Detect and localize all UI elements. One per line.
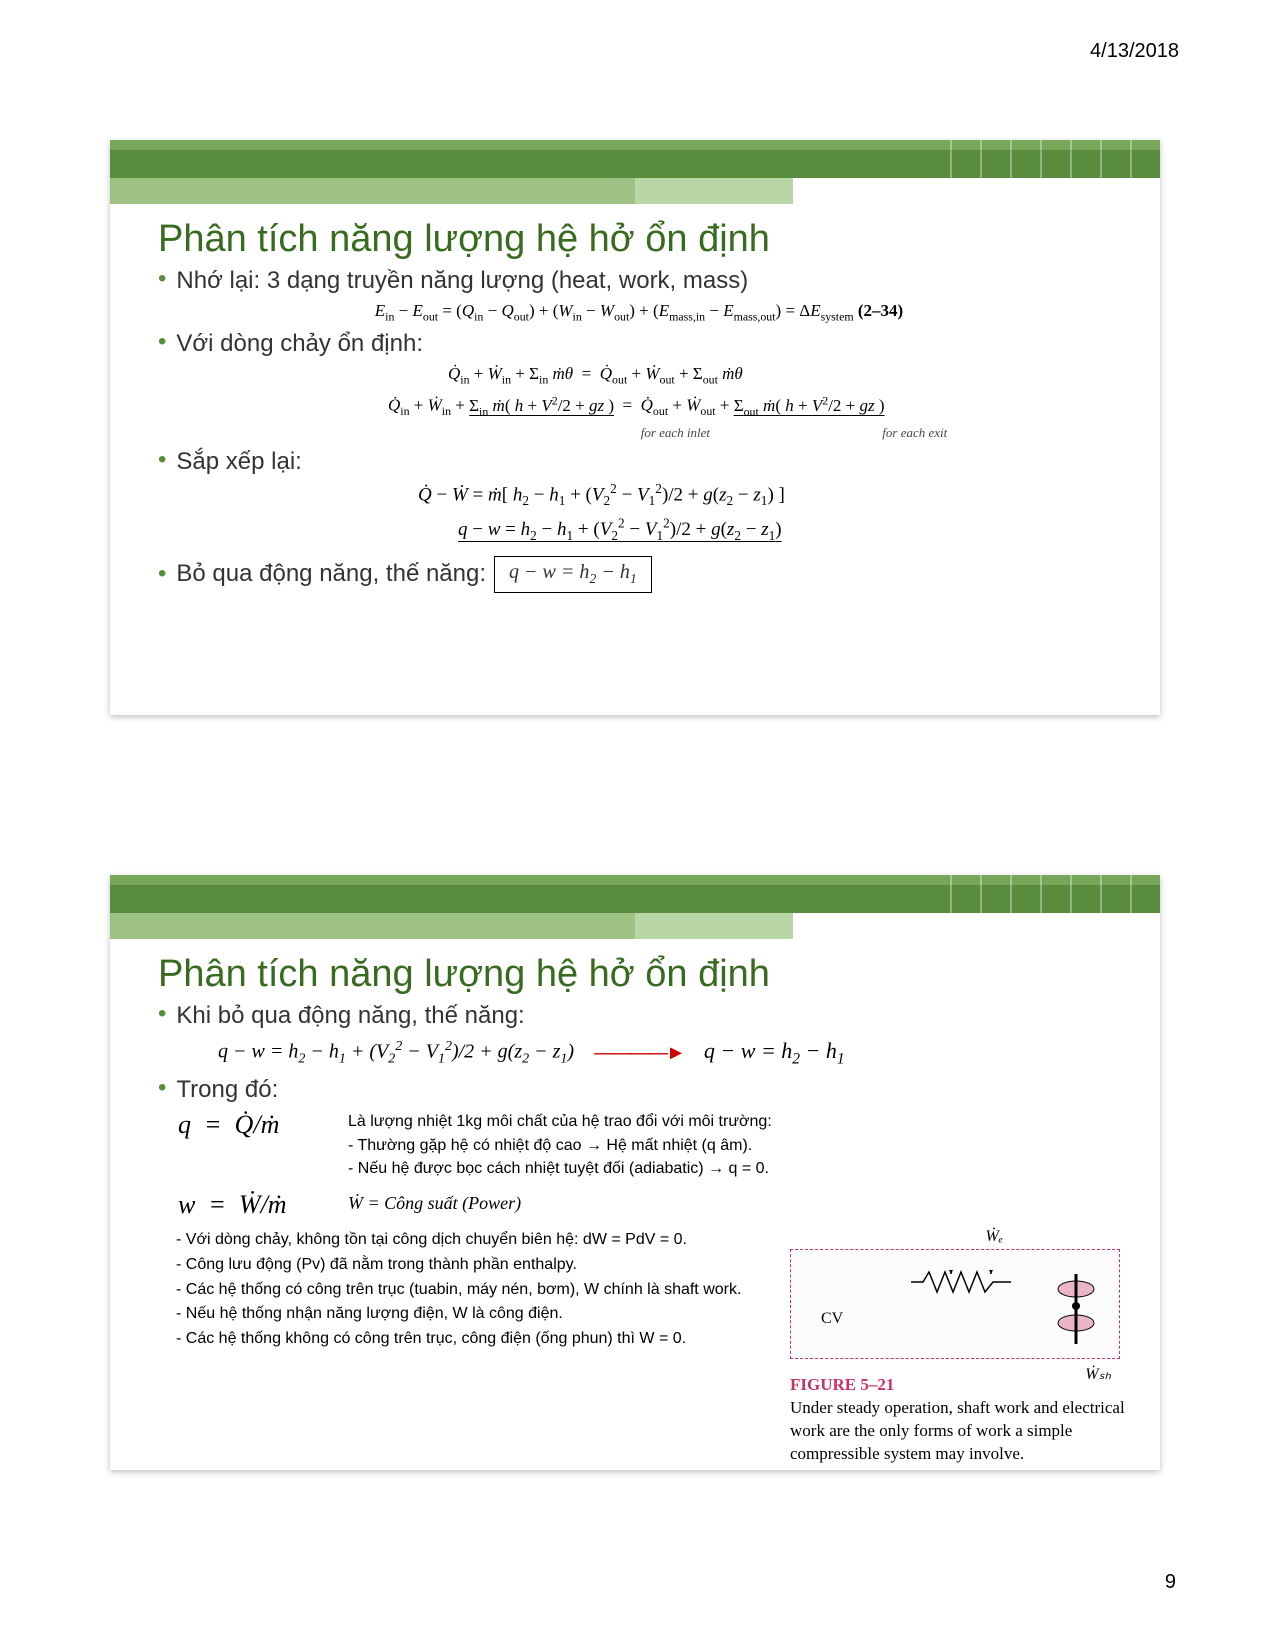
- slide1-bullet-4: Bỏ qua động năng, thế năng: q − w = h2 −…: [158, 556, 1120, 593]
- slide1-title: Phân tích năng lượng hệ hở ổn định: [158, 218, 1120, 261]
- figure-label: FIGURE 5–21: [790, 1375, 1130, 1395]
- red-arrow-icon: ――――►: [594, 1042, 684, 1065]
- label-wsh: Ẇₛₕ: [1085, 1364, 1111, 1384]
- figure-caption: Under steady operation, shaft work and e…: [790, 1397, 1130, 1466]
- w-formula: w = Ẇ/ṁ: [178, 1190, 328, 1220]
- slide1-bullet-1: Nhớ lại: 3 dạng truyền năng lượng (heat,…: [158, 267, 1120, 295]
- slide1-bullet-3: Sắp xếp lại:: [158, 448, 1120, 476]
- page: 4/13/2018 9 Phân tích năng lượng hệ hở ổ…: [0, 0, 1274, 1649]
- slide1-eq1: Ein − Eout = (Qin − Qout) + (Win − Wout)…: [158, 301, 1120, 324]
- slide1-eq3b: q − w = h2 − h1 + (V22 − V12)/2 + g(z2 −…: [158, 515, 1120, 546]
- slide-banner: [110, 140, 1160, 178]
- label-we: Ẇₑ: [985, 1228, 1003, 1246]
- figure-drawing: Ẇₑ CV Ẇₛₕ: [790, 1249, 1120, 1359]
- slide1-eq4-box: q − w = h2 − h1: [494, 556, 652, 593]
- w-note: Ẇ = Công suất (Power): [348, 1190, 521, 1216]
- header-date: 4/13/2018: [1090, 40, 1179, 63]
- slide-subbanner: [110, 178, 1160, 204]
- slide2-eq-right: q − w = h2 − h1: [704, 1038, 845, 1068]
- slide-subbanner: [110, 913, 1160, 939]
- resistor-icon: [911, 1270, 1011, 1294]
- slide1-eq2b: Q̇in + Ẇin + Σin ṁ( h + V2/2 + gz ) = Q̇…: [158, 392, 1120, 420]
- slide2-eq-left: q − w = h2 − h1 + (V22 − V12)/2 + g(z2 −…: [218, 1039, 574, 1068]
- slide2-bullet-2: Trong đó:: [158, 1076, 1120, 1104]
- page-number: 9: [1165, 1571, 1176, 1594]
- slide-banner: [110, 875, 1160, 913]
- q-notes: Là lượng nhiệt 1kg môi chất của hệ trao …: [348, 1110, 772, 1180]
- slide2-eq-row: q − w = h2 − h1 + (V22 − V12)/2 + g(z2 −…: [218, 1038, 1120, 1068]
- slide2-dash-list: Với dòng chảy, không tồn tại công dịch c…: [158, 1228, 768, 1352]
- slide1-eq2a: Q̇in + Ẇin + Σin ṁθ = Q̇out + Ẇout + Σou…: [158, 362, 1120, 388]
- slide2-w-def: w = Ẇ/ṁ Ẇ = Công suất (Power): [178, 1190, 1120, 1220]
- slide-2: Phân tích năng lượng hệ hở ổn định Khi b…: [110, 875, 1160, 1470]
- slide2-q-def: q = Q̇/ṁ Là lượng nhiệt 1kg môi chất của…: [178, 1110, 1120, 1180]
- q-formula: q = Q̇/ṁ: [178, 1110, 328, 1140]
- figure-5-21: Ẇₑ CV Ẇₛₕ: [790, 1249, 1130, 1466]
- label-cv: CV: [821, 1310, 843, 1328]
- fan-icon: [1041, 1274, 1111, 1344]
- slide2-title: Phân tích năng lượng hệ hở ổn định: [158, 953, 1120, 996]
- slide1-eq3a: Q̇ − Ẇ = ṁ[ h2 − h1 + (V22 − V12)/2 + g(…: [158, 480, 1120, 511]
- slide1-eq2-note: for each inlet for each exit: [158, 424, 1120, 442]
- slide2-bullet-1: Khi bỏ qua động năng, thế năng:: [158, 1002, 1120, 1030]
- slide-1: Phân tích năng lượng hệ hở ổn định Nhớ l…: [110, 140, 1160, 715]
- slide1-bullet-2: Với dòng chảy ổn định:: [158, 330, 1120, 358]
